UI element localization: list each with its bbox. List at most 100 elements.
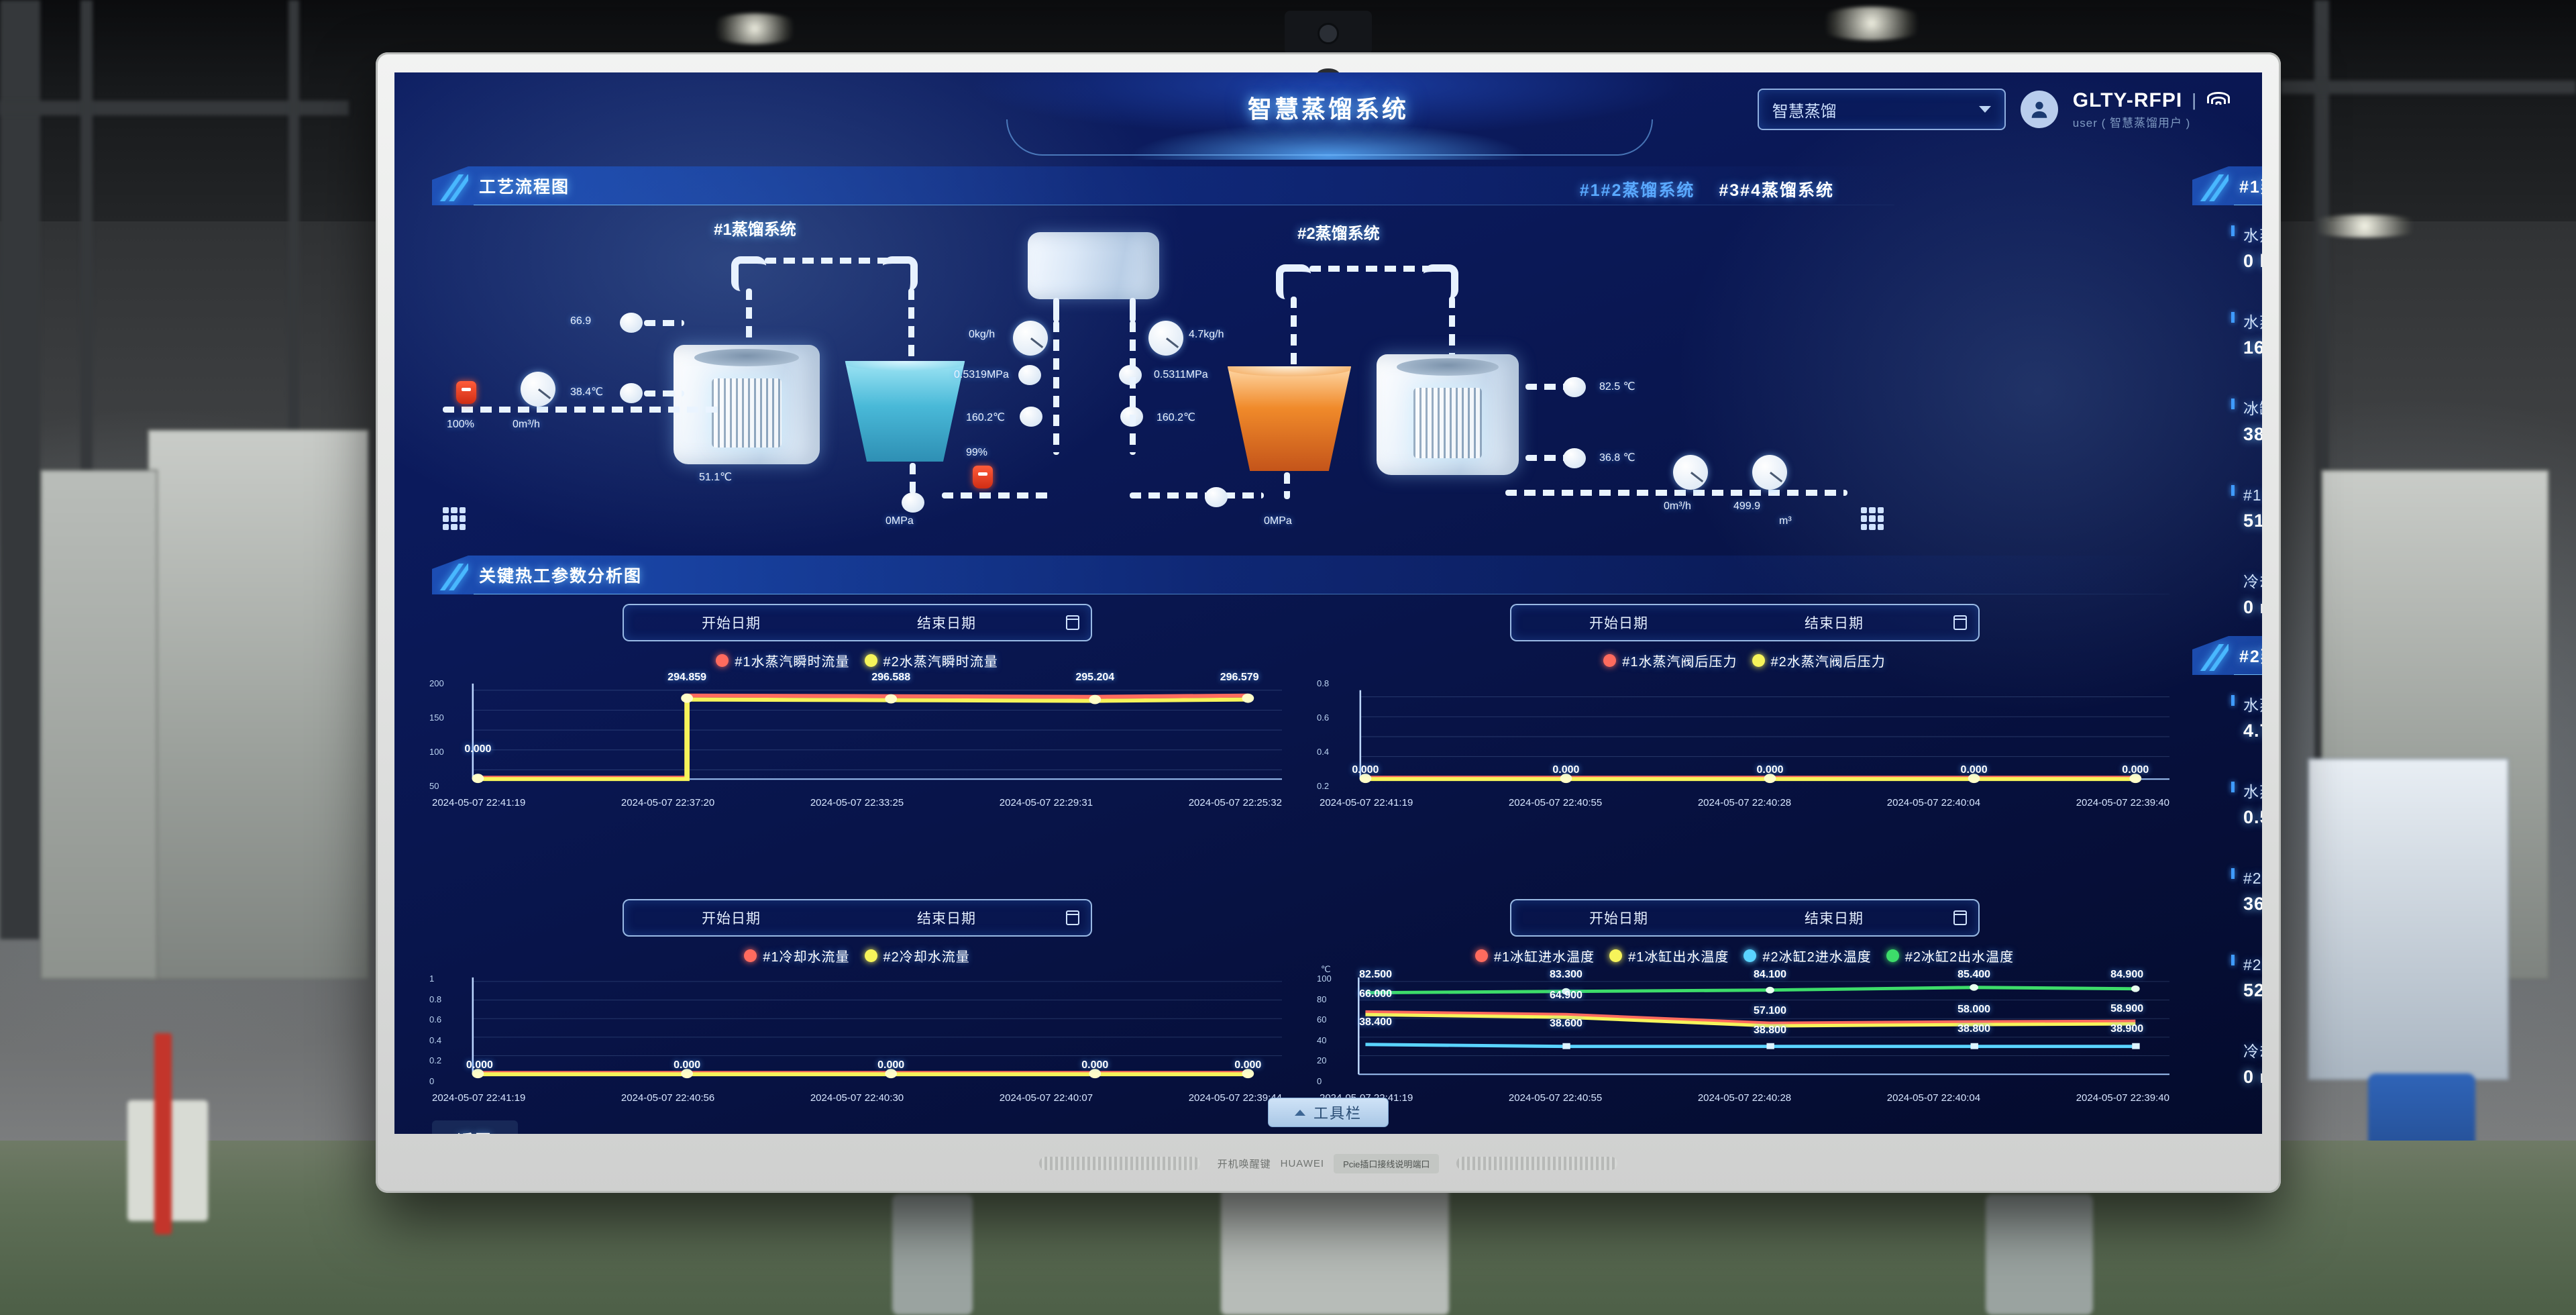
chart-plot-area[interactable]: 0.8 0.6 0.4 0.2 [1317, 678, 2169, 808]
tab-system-3-4[interactable]: #3#4蒸馏系统 [1719, 181, 1834, 200]
calendar-icon[interactable] [1942, 615, 1978, 630]
cooling-total-gauge[interactable] [1752, 455, 1787, 490]
thermal-parameters-panel: 关键热工参数分析图 开始日期 结束日期 #1水蒸汽瞬时流量 #2水 [429, 556, 2169, 1134]
panel-title: #1蒸馏系统 [2239, 178, 2262, 197]
chart-cooling-water-flow: 开始日期 结束日期 #1冷却水流量 #2冷却水流量 1 0.8 [429, 891, 1282, 1134]
stat-tick-icon [2231, 695, 2235, 706]
start-date-input[interactable]: 开始日期 [702, 911, 761, 927]
x-tick: 2024-05-07 22:41:19 [432, 1092, 526, 1104]
red-cable [154, 1033, 172, 1234]
x-tick: 2024-05-07 22:40:28 [1697, 1092, 1792, 1104]
pipe-horizontal [1525, 455, 1566, 461]
pressure-valve-icon[interactable] [1018, 365, 1041, 385]
sensor-icon[interactable] [620, 313, 643, 333]
date-range-picker[interactable]: 开始日期 结束日期 [622, 899, 1092, 937]
end-date-input[interactable]: 结束日期 [1805, 616, 1864, 631]
cooling-flow-gauge[interactable] [1673, 455, 1708, 490]
stat-value: 51.1 ℃ [2243, 511, 2262, 531]
pipe-vertical [1053, 298, 1059, 322]
point-label: 0.000 [1081, 1059, 1109, 1071]
distiller-vessel-2[interactable] [1377, 354, 1519, 475]
chart-plot-area[interactable]: 200 150 100 50 [429, 672, 1282, 808]
y-tick: 0.2 [1317, 781, 1330, 791]
pipe-vertical [746, 288, 752, 350]
pipe-vertical [1449, 297, 1455, 361]
fermentation-tank-2[interactable] [1227, 366, 1352, 471]
pipe-horizontal [765, 258, 892, 264]
dashboard-screen: 智慧蒸馏系统 智慧蒸馏 GLTY-RFPI | [394, 72, 2262, 1134]
y-tick: 0.4 [429, 1035, 442, 1045]
grid-menu-icon[interactable] [443, 507, 466, 530]
flow-gauge-icon[interactable] [521, 372, 555, 407]
stat-item: 水蒸汽流量计补偿压力 0.5311 MPa [2229, 779, 2262, 828]
ceiling-lamp [2301, 215, 2428, 238]
pipe-vertical [1130, 298, 1136, 322]
panel-title: 关键热工参数分析图 [479, 567, 643, 586]
start-date-input[interactable]: 开始日期 [1589, 616, 1648, 631]
chart-plot-area[interactable]: ℃ 100 80 60 40 20 0 [1317, 964, 2169, 1104]
chart-legend: #1水蒸汽阀后压力 #2水蒸汽阀后压力 [1320, 651, 2169, 670]
system-2-label: #2蒸馏系统 [1297, 225, 1380, 243]
calendar-icon[interactable] [1942, 910, 1978, 925]
back-button[interactable]: 返回 [432, 1120, 518, 1134]
pipe-vertical [908, 288, 914, 358]
y-tick: 50 [429, 781, 439, 791]
toolbar-button[interactable]: 工具栏 [1268, 1098, 1389, 1127]
stat-label: 水蒸气瞬时流量 [2243, 227, 2262, 244]
condenser-tank-1[interactable] [845, 361, 965, 462]
chart-svg [472, 683, 1282, 784]
legend-label: #1水蒸汽瞬时流量 [735, 655, 850, 670]
point-label: 85.400 [1957, 969, 1991, 981]
transmitter-icon[interactable] [456, 381, 476, 404]
grid-menu-icon[interactable] [1861, 507, 1884, 530]
temp-out-left-label: 66.9 [570, 315, 592, 327]
system-select-dropdown[interactable]: 智慧蒸馏 [1757, 89, 2006, 130]
start-date-input[interactable]: 开始日期 [1589, 911, 1648, 927]
legend-label: #2水蒸汽阀后压力 [1770, 655, 1886, 670]
still1-outlet-temp-label: 51.1℃ [699, 472, 733, 483]
y-tick: 0.2 [429, 1055, 442, 1066]
user-avatar-icon[interactable] [2020, 91, 2058, 128]
date-range-picker[interactable]: 开始日期 结束日期 [1509, 899, 1980, 937]
stat-grid: 水蒸气瞬时流量 4.7 kg/h 水蒸汽累计流量 499.9 t 水蒸汽流量计补… [2229, 692, 2262, 1088]
steam-drum[interactable] [1028, 232, 1159, 299]
temperature-sensor-icon[interactable] [1020, 407, 1042, 427]
end-date-input[interactable]: 结束日期 [917, 616, 976, 631]
legend-label: #2水蒸汽瞬时流量 [883, 655, 998, 670]
legend-label: #2冷却水流量 [883, 950, 970, 965]
temp-in-left-label: 38.4℃ [570, 386, 604, 398]
end-date-input[interactable]: 结束日期 [917, 911, 976, 927]
date-range-picker[interactable]: 开始日期 结束日期 [1509, 604, 1980, 641]
sensor-icon[interactable] [1563, 448, 1586, 468]
calendar-icon[interactable] [1055, 615, 1091, 630]
steam-flow-1-label: 0kg/h [969, 329, 996, 340]
chart-legend: #1冷却水流量 #2冷却水流量 [432, 946, 1282, 965]
sensor-icon[interactable] [620, 383, 643, 403]
app-header: 智慧蒸馏系统 智慧蒸馏 GLTY-RFPI | [394, 72, 2262, 160]
tab-system-1-2[interactable]: #1#2蒸馏系统 [1579, 181, 1695, 200]
x-tick: 2024-05-07 22:25:32 [1188, 797, 1282, 808]
start-date-input[interactable]: 开始日期 [702, 616, 761, 631]
display-bottom-bezel: 开机唤醒键 HUAWEI Pcie插口接线说明端口 [376, 1134, 2281, 1193]
steam-flow-gauge-2[interactable] [1148, 321, 1183, 356]
pipe-horizontal [942, 492, 1049, 498]
distiller-vessel-1[interactable] [674, 345, 820, 464]
pipe-horizontal [443, 407, 724, 413]
stat-item: 冰缸1进水温度 38.4 ℃ [2229, 396, 2262, 445]
calendar-icon[interactable] [1055, 910, 1091, 925]
end-date-input[interactable]: 结束日期 [1805, 911, 1864, 927]
chart-plot-area[interactable]: 1 0.8 0.6 0.4 0.2 0 [429, 974, 1282, 1104]
structure-beam [288, 0, 299, 470]
steam-flow-gauge-1[interactable] [1013, 321, 1048, 356]
legend-swatch [1752, 654, 1765, 667]
legend-swatch [716, 654, 729, 667]
steam-press-1-label: 0.5319MPa [954, 369, 1009, 380]
valve-icon[interactable] [902, 492, 924, 513]
sensor-icon[interactable] [1563, 377, 1586, 397]
control-valve-icon[interactable] [973, 466, 993, 488]
chart-legend: #1冰缸进水温度 #1冰缸出水温度 #2冰缸2进水温度 #2冰缸2出水温度 [1320, 946, 2169, 965]
point-label: 58.900 [2110, 1002, 2144, 1014]
date-range-picker[interactable]: 开始日期 结束日期 [622, 604, 1092, 641]
chart-svg [1358, 977, 2169, 1075]
valve-icon[interactable] [1205, 487, 1228, 507]
